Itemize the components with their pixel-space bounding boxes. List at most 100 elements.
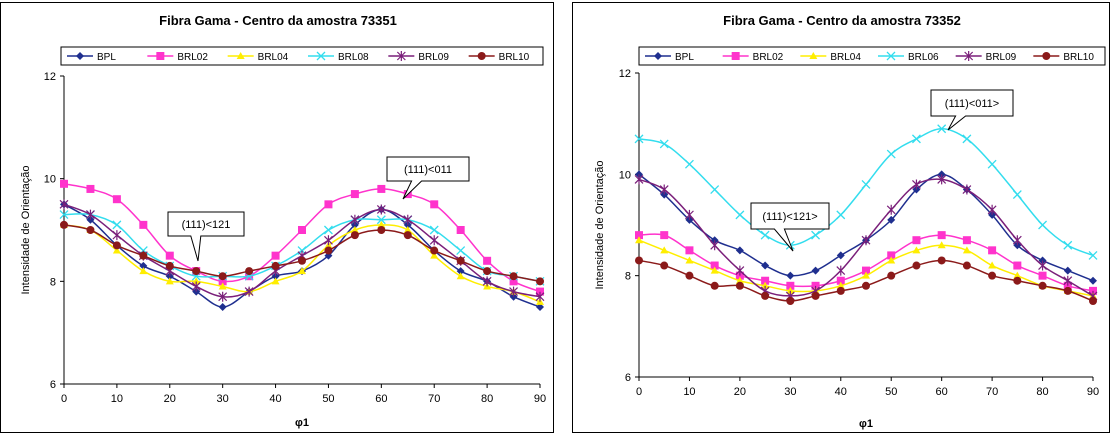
data-point-brl10 — [988, 271, 997, 280]
data-point-brl04 — [685, 256, 694, 264]
y-tick-label: 8 — [625, 271, 631, 283]
data-point-brl04 — [710, 266, 719, 274]
data-point-bpl — [1013, 241, 1022, 250]
data-point-bpl — [86, 215, 95, 224]
series-brl02 — [60, 179, 544, 296]
x-axis-label: φ1 — [859, 418, 873, 430]
data-point-brl04 — [430, 251, 439, 259]
data-point-brl08 — [323, 225, 333, 235]
legend-label-bpl: BPL — [675, 52, 694, 63]
data-point-brl02 — [271, 251, 280, 260]
data-point-brl10 — [112, 241, 121, 250]
legend-box — [638, 46, 1106, 66]
data-point-brl09 — [324, 235, 333, 246]
data-point-brl08 — [59, 210, 69, 220]
data-point-brl02 — [887, 251, 896, 260]
legend-label-brl02: BRL02 — [753, 52, 784, 63]
data-point-brl04 — [403, 226, 412, 233]
data-point-brl04 — [1013, 271, 1022, 279]
data-point-brl04 — [350, 226, 359, 233]
data-point-brl02 — [937, 231, 946, 240]
chart-title: Fibra Gama - Centro da amostra 73351 — [159, 13, 397, 28]
data-point-bpl — [536, 303, 544, 311]
data-point-brl09 — [376, 204, 386, 215]
data-point-bpl — [165, 272, 174, 281]
data-point-brl10 — [1063, 286, 1072, 295]
data-point-brl04 — [912, 246, 921, 254]
data-point-brl10 — [1089, 297, 1097, 305]
data-point-brl04 — [660, 246, 669, 254]
data-point-brl09 — [634, 174, 644, 185]
data-point-brl04 — [635, 236, 643, 244]
callout: (111)<011> — [930, 89, 1014, 131]
data-point-brl10 — [786, 297, 795, 305]
data-point-brl10 — [1013, 276, 1022, 285]
chart-panel-left: Fibra Gama - Centro da amostra 73351 BPL B… — [0, 2, 554, 433]
data-point-brl02 — [218, 277, 227, 286]
data-point-brl02 — [86, 184, 95, 193]
x-tick-label: 10 — [683, 386, 695, 398]
data-point-brl04 — [836, 281, 845, 289]
data-point-bpl — [192, 287, 201, 296]
x-tick-label: 50 — [322, 393, 334, 405]
data-point-brl02 — [811, 281, 820, 290]
data-point-brl10 — [139, 251, 148, 260]
data-point-brl06 — [962, 134, 972, 144]
data-point-brl09 — [350, 214, 360, 225]
data-point-brl02 — [761, 276, 770, 285]
data-point-brl02 — [1089, 286, 1097, 295]
data-point-brl06 — [861, 180, 871, 189]
data-point-brl06 — [1088, 250, 1098, 260]
data-point-brl09 — [403, 214, 413, 225]
data-point-brl10 — [635, 256, 643, 265]
data-point-brl09 — [482, 276, 492, 287]
callout: (111)<121> — [750, 202, 830, 252]
data-point-brl10 — [761, 291, 770, 300]
legend-marker-brl02 — [156, 52, 165, 60]
data-point-bpl — [937, 170, 946, 179]
callout-label: (111)<011> — [945, 98, 999, 110]
data-point-brl02 — [509, 277, 518, 286]
data-point-brl10 — [509, 272, 518, 281]
data-point-brl09 — [244, 286, 254, 297]
x-tick-label: 90 — [1087, 386, 1099, 398]
data-point-bpl — [660, 190, 669, 199]
data-point-brl10 — [456, 256, 465, 265]
y-tick-label: 6 — [625, 372, 631, 384]
data-point-brl06 — [1012, 190, 1022, 200]
legend-label-brl04: BRL04 — [258, 52, 289, 63]
data-point-brl02 — [350, 190, 359, 199]
data-point-brl04 — [887, 256, 896, 264]
data-point-bpl — [811, 266, 820, 275]
data-point-brl02 — [536, 287, 544, 296]
data-point-brl06 — [659, 139, 669, 149]
x-axis-label: φ1 — [295, 417, 309, 429]
data-point-brl06 — [1063, 240, 1073, 250]
data-point-brl04 — [298, 267, 306, 275]
data-point-bpl — [887, 215, 896, 224]
data-point-bpl — [1038, 256, 1047, 265]
y-tick-label: 8 — [50, 276, 56, 288]
data-point-brl02 — [165, 251, 174, 260]
data-point-brl02 — [298, 226, 306, 234]
callout-label: (111)<121 — [182, 219, 231, 231]
callout-label: (111)<011 — [404, 164, 452, 176]
data-point-brl06 — [735, 210, 745, 220]
data-point-bpl — [1089, 276, 1097, 285]
legend-marker-brl09 — [396, 51, 406, 61]
data-point-brl04 — [862, 271, 870, 279]
data-point-bpl — [218, 303, 227, 311]
data-point-brl06 — [836, 210, 846, 220]
callout-bubble — [386, 156, 470, 200]
series-line-bpl — [638, 173, 1094, 282]
data-point-bpl — [509, 292, 518, 301]
legend-marker-brl08 — [316, 51, 326, 61]
data-point-brl10 — [298, 256, 306, 265]
data-point-brl09 — [659, 184, 669, 195]
data-point-brl04 — [271, 277, 280, 285]
data-point-brl10 — [685, 271, 694, 280]
data-point-brl10 — [86, 226, 95, 234]
x-tick-label: 40 — [835, 386, 847, 398]
data-point-brl10 — [483, 267, 492, 276]
